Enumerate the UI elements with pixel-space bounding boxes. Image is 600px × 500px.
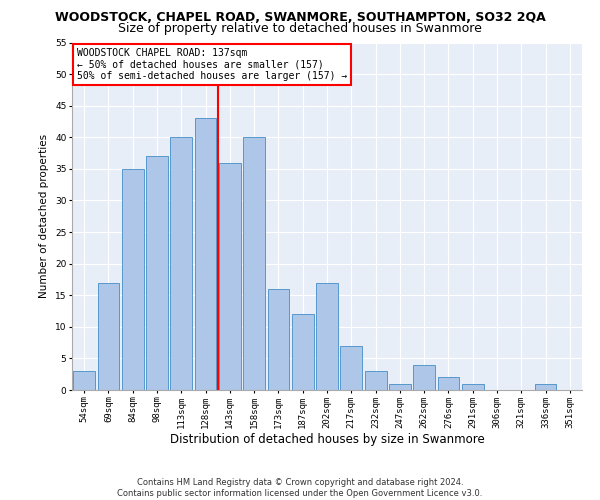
Bar xyxy=(219,162,241,390)
Bar xyxy=(97,282,119,390)
X-axis label: Distribution of detached houses by size in Swanmore: Distribution of detached houses by size … xyxy=(170,434,484,446)
Bar xyxy=(535,384,556,390)
Bar xyxy=(268,289,289,390)
Bar xyxy=(437,378,460,390)
Bar xyxy=(243,138,265,390)
Bar xyxy=(316,282,338,390)
Bar xyxy=(73,371,95,390)
Bar xyxy=(292,314,314,390)
Bar xyxy=(122,169,143,390)
Bar xyxy=(146,156,168,390)
Bar xyxy=(170,138,192,390)
Bar xyxy=(389,384,411,390)
Bar xyxy=(340,346,362,390)
Bar xyxy=(194,118,217,390)
Text: WOODSTOCK CHAPEL ROAD: 137sqm
← 50% of detached houses are smaller (157)
50% of : WOODSTOCK CHAPEL ROAD: 137sqm ← 50% of d… xyxy=(77,48,347,81)
Bar xyxy=(462,384,484,390)
Bar xyxy=(365,371,386,390)
Text: Contains HM Land Registry data © Crown copyright and database right 2024.
Contai: Contains HM Land Registry data © Crown c… xyxy=(118,478,482,498)
Bar xyxy=(413,364,435,390)
Y-axis label: Number of detached properties: Number of detached properties xyxy=(40,134,49,298)
Text: WOODSTOCK, CHAPEL ROAD, SWANMORE, SOUTHAMPTON, SO32 2QA: WOODSTOCK, CHAPEL ROAD, SWANMORE, SOUTHA… xyxy=(55,11,545,24)
Text: Size of property relative to detached houses in Swanmore: Size of property relative to detached ho… xyxy=(118,22,482,35)
